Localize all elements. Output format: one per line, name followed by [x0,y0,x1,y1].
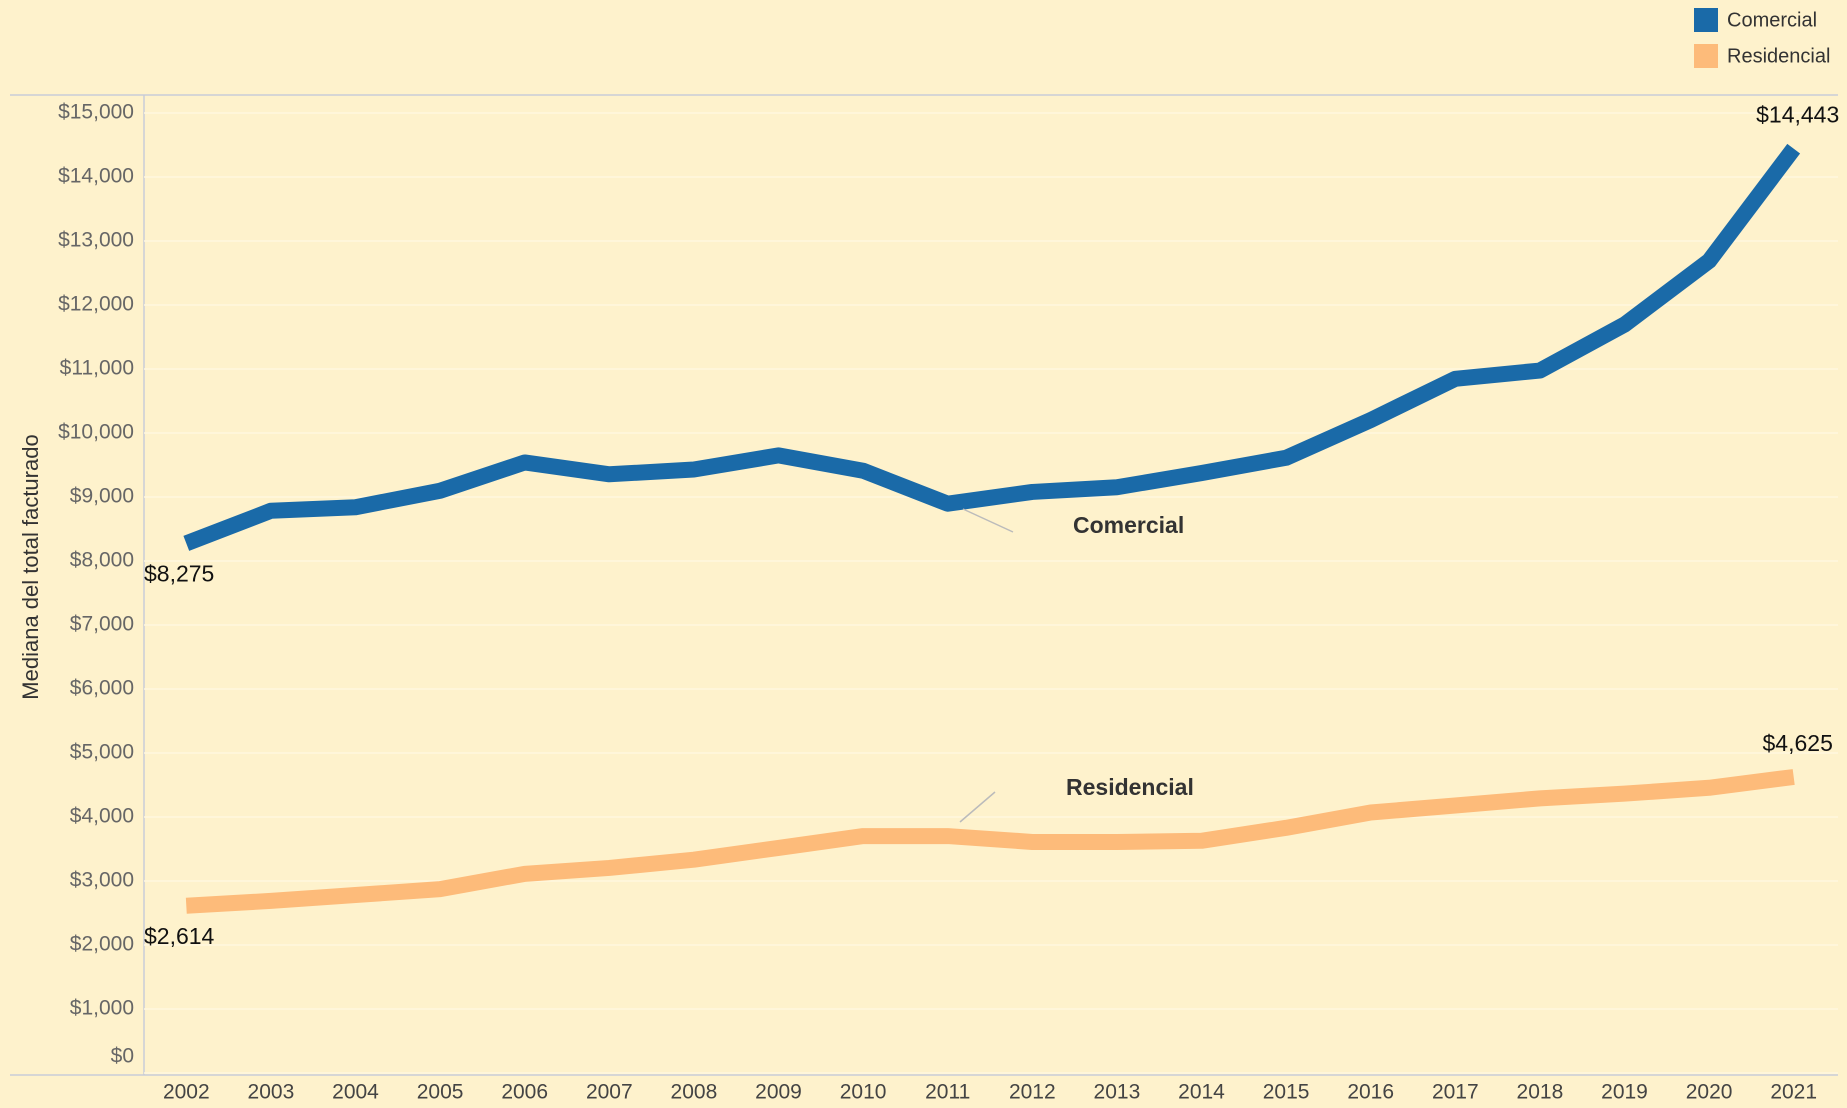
value-label: $14,443 [1756,102,1839,128]
series-inline-label: Comercial [1073,512,1184,538]
x-tick-label: 2009 [755,1081,802,1104]
y-tick-label: $7,000 [70,613,134,636]
y-tick-label: $13,000 [58,229,134,252]
y-tick-label: $5,000 [70,741,134,764]
legend-swatch [1694,44,1718,68]
x-tick-label: 2013 [1094,1081,1141,1104]
x-tick-label: 2019 [1601,1081,1648,1104]
y-tick-label: $11,000 [60,357,134,380]
y-tick-label: $0 [111,1045,134,1068]
value-label: $2,614 [144,923,215,949]
y-tick-label: $8,000 [70,549,134,572]
y-tick-label: $3,000 [70,869,134,892]
x-tick-label: 2017 [1432,1081,1479,1104]
x-tick-label: 2006 [501,1081,548,1104]
x-tick-label: 2020 [1686,1081,1733,1104]
x-tick-label: 2021 [1770,1081,1817,1104]
x-tick-label: 2003 [248,1081,295,1104]
y-tick-label: $15,000 [58,101,134,124]
x-tick-label: 2018 [1517,1081,1564,1104]
y-tick-label: $14,000 [58,165,134,188]
legend-label: Residencial [1727,45,1830,67]
y-tick-label: $9,000 [70,485,134,508]
value-label: $4,625 [1763,730,1833,756]
y-tick-label: $1,000 [70,997,134,1020]
x-tick-label: 2002 [163,1081,210,1104]
x-tick-label: 2015 [1263,1081,1310,1104]
x-tick-label: 2007 [586,1081,633,1104]
x-tick-label: 2005 [417,1081,464,1104]
x-tick-label: 2016 [1347,1081,1394,1104]
x-tick-label: 2008 [671,1081,718,1104]
y-tick-label: $10,000 [58,421,134,444]
series-line [183,143,1801,551]
leader-line [962,508,1014,533]
y-tick-label: $12,000 [58,293,134,316]
y-tick-label: $4,000 [70,805,134,828]
x-tick-label: 2004 [332,1081,379,1104]
legend-swatch [1694,8,1718,32]
series-line [185,769,1795,914]
legend-label: Comercial [1727,9,1817,31]
x-tick-label: 2010 [840,1081,887,1104]
value-label: $8,275 [144,560,214,586]
x-tick-label: 2012 [1009,1081,1056,1104]
x-tick-label: 2014 [1178,1081,1225,1104]
y-tick-label: $2,000 [70,933,134,956]
y-axis-label: Mediana del total facturado [18,434,43,699]
x-tick-label: 2011 [925,1081,970,1104]
series-inline-label: Residencial [1066,774,1194,800]
y-tick-label: $6,000 [70,677,134,700]
leader-line [959,791,996,823]
